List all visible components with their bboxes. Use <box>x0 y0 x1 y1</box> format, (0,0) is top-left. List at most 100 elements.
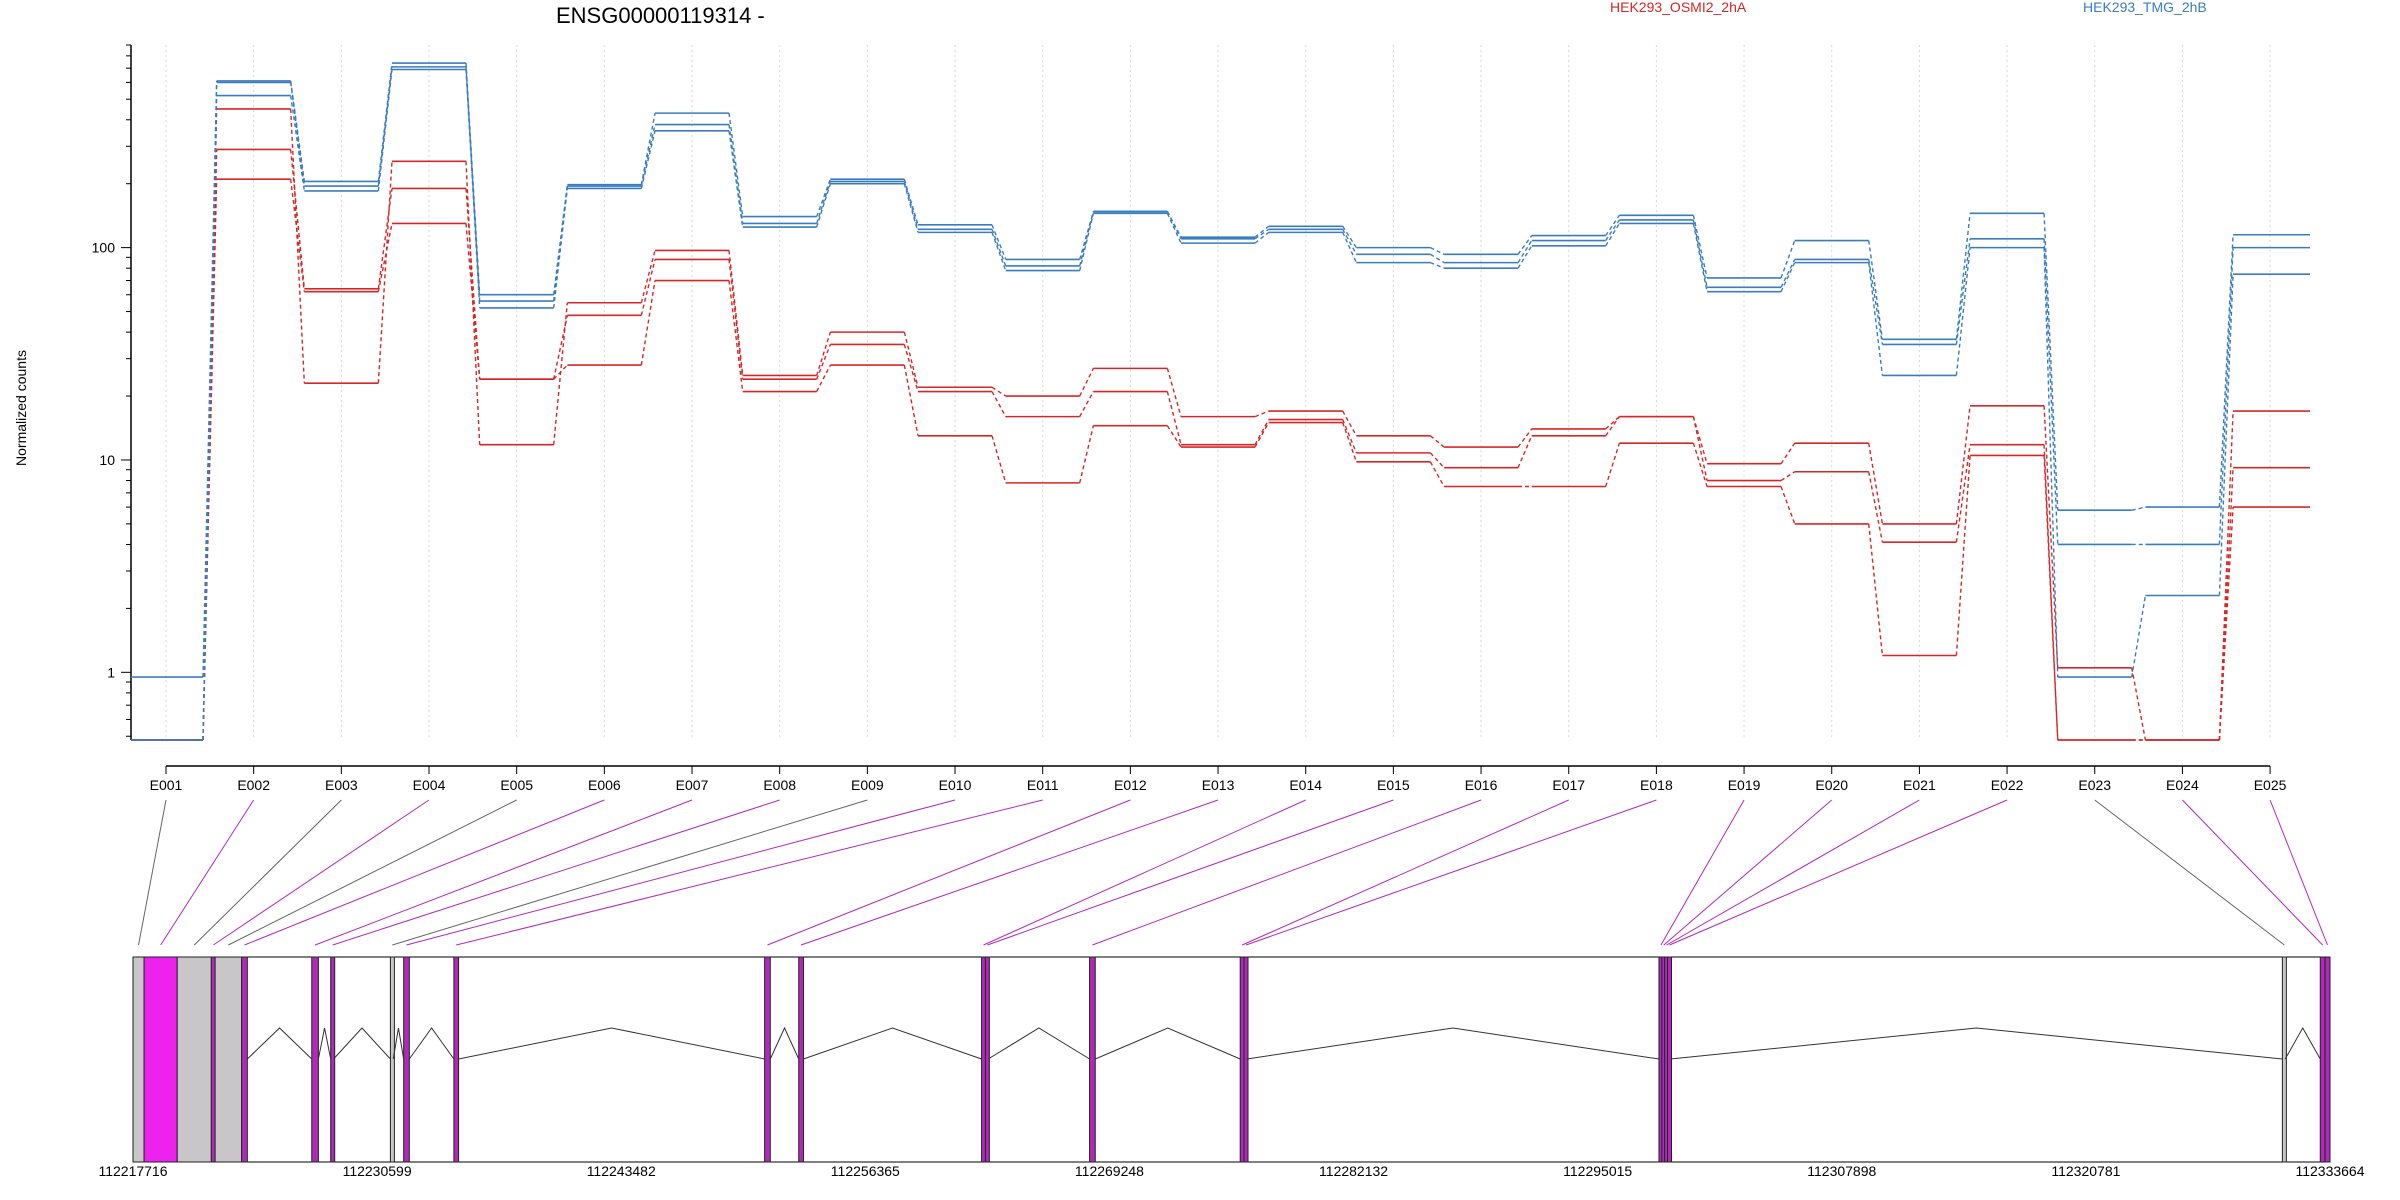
series-transition <box>1868 471 1884 543</box>
series-transition <box>1166 425 1182 448</box>
series-transition <box>2043 213 2059 511</box>
x-tick-label: E013 <box>1202 777 1235 793</box>
series-transition <box>1692 223 1708 292</box>
intron-arch <box>987 1027 1090 1060</box>
x-tick-label: E001 <box>150 777 183 793</box>
series-transition <box>816 181 832 224</box>
series-transition <box>816 178 832 217</box>
series-transition <box>2218 411 2234 741</box>
exon-connector-E007 <box>314 799 693 946</box>
series-transition <box>1955 238 1971 345</box>
series-transition <box>289 95 306 191</box>
series-transition <box>903 344 919 392</box>
x-tick-label: E008 <box>763 777 796 793</box>
series-transition <box>2218 234 2234 508</box>
series-transition <box>1780 259 1796 288</box>
exon-connector-E005 <box>228 799 517 946</box>
series-transition <box>991 391 1007 417</box>
series-transition <box>552 302 569 445</box>
series-transition <box>728 280 744 392</box>
series-HEK293_OSMI2_2hA <box>131 108 2310 741</box>
series-transition <box>289 82 306 187</box>
x-tick-label: E023 <box>2078 777 2111 793</box>
series-transition <box>1430 253 1445 264</box>
genomic-coordinate-label: 112217716 <box>98 1163 167 1179</box>
series-transition <box>1955 247 1971 376</box>
series-transition <box>1254 410 1269 418</box>
exon-connector-E022 <box>1669 799 2008 946</box>
exon-connector-E010 <box>406 799 956 946</box>
series-transition <box>728 124 744 224</box>
exon-connector-E002 <box>160 799 255 946</box>
x-tick-label: E005 <box>500 777 533 793</box>
series-transition <box>1079 211 1095 260</box>
series-transition <box>465 188 481 380</box>
series-transition <box>552 315 569 380</box>
series-transition <box>1692 416 1708 481</box>
series-transition <box>728 113 744 217</box>
series-transition <box>1430 261 1445 269</box>
series-transition <box>377 223 393 292</box>
series-transition <box>2043 247 2059 678</box>
series-transition <box>1955 444 1971 543</box>
series-transition <box>1868 240 1884 340</box>
series-HEK293_TMG_2hB <box>131 66 2310 741</box>
series-transition <box>1692 416 1708 464</box>
series-HEK293_TMG_2hB <box>131 62 2310 678</box>
series-transition <box>1868 443 1884 525</box>
exon-connector-E006 <box>244 799 605 946</box>
x-tick-label: E016 <box>1465 777 1498 793</box>
series-HEK293_OSMI2_2hA <box>131 148 2310 741</box>
exon-box-E016 <box>1089 956 1096 1163</box>
series-transition <box>991 386 1007 397</box>
series-transition <box>1079 211 1095 267</box>
genomic-coordinate-label: 112307898 <box>1807 1163 1876 1179</box>
exon-box-E012 <box>764 956 771 1163</box>
series-transition <box>1166 213 1182 244</box>
genomic-coordinate-label: 112282132 <box>1319 1163 1388 1179</box>
series-transition <box>289 108 306 384</box>
series-transition <box>1254 225 1270 238</box>
series-transition <box>1166 391 1182 445</box>
series-transition <box>991 224 1007 260</box>
genomic-coordinate-label: 112269248 <box>1075 1163 1144 1179</box>
exon-connector-E001 <box>138 799 167 946</box>
series-transition <box>1517 235 1533 255</box>
series-transition <box>1780 262 1796 293</box>
series-transition <box>1605 214 1620 236</box>
series-transition <box>816 331 832 376</box>
exon-box-E008 <box>330 956 336 1163</box>
exon-connector-E015 <box>987 799 1394 946</box>
exon-box-E007 <box>311 956 319 1163</box>
exon-connector-E017 <box>1242 799 1569 946</box>
series-transition <box>991 232 1007 271</box>
series-transition <box>1254 228 1270 240</box>
series-transition <box>640 112 656 185</box>
exon-connector-E013 <box>800 799 1219 946</box>
series-transition <box>1429 461 1445 487</box>
series-transition <box>377 161 393 384</box>
exon-box-E013 <box>798 956 804 1163</box>
x-tick-label: E025 <box>2254 777 2287 793</box>
series-transition <box>728 130 744 228</box>
intron-arch <box>458 1027 765 1060</box>
x-tick-label: E017 <box>1552 777 1585 793</box>
exon-box-E025 <box>2324 956 2331 1163</box>
exon-box-E002 <box>143 956 178 1163</box>
genomic-coordinate-label: 112320781 <box>2051 1163 2120 1179</box>
series-transition <box>2131 667 2147 741</box>
intron-arch <box>392 1027 405 1060</box>
exon-box-E023 <box>2281 956 2287 1163</box>
series-transition <box>991 435 1007 484</box>
exon-box-E024 <box>2319 956 2326 1163</box>
x-tick-label: E018 <box>1640 777 1673 793</box>
series-transition <box>202 82 218 741</box>
series-transition <box>640 259 656 316</box>
series-transition <box>816 183 832 228</box>
x-tick-label: E002 <box>237 777 270 793</box>
series-transition <box>1955 213 1971 340</box>
exon-box-E015 <box>984 956 990 1163</box>
intron-arch <box>1670 1027 2283 1060</box>
intron-arch <box>1095 1027 1241 1060</box>
series-transition <box>1079 368 1094 397</box>
